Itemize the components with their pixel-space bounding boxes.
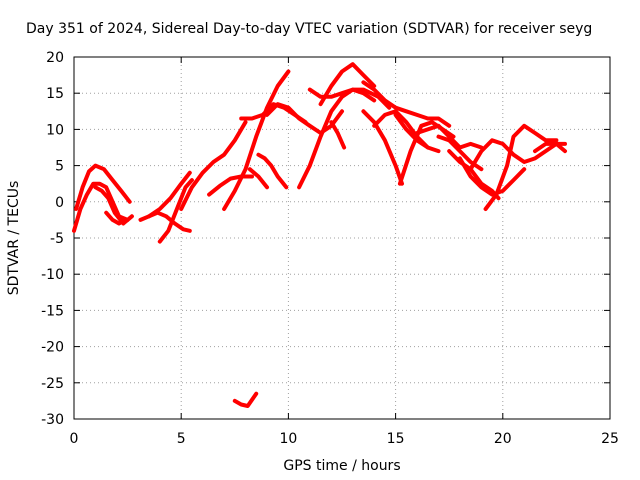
y-tick-label: -30	[41, 412, 64, 428]
x-tick-label: 5	[177, 431, 186, 447]
x-tick-label: 15	[387, 431, 405, 447]
series-traces	[72, 62, 567, 408]
y-tick-label: 15	[46, 86, 64, 102]
y-tick-label: -20	[41, 340, 64, 356]
y-tick-label: -5	[50, 231, 64, 247]
axis-ticks: 0 5 10 15 20 25 -30 -25 -20 -15 -10 -5 0 5 10 15 20	[41, 50, 619, 447]
series-arc-20	[361, 109, 404, 186]
y-tick-label: -10	[41, 267, 64, 283]
series-arc-23	[393, 112, 430, 150]
series-arc-26	[447, 149, 501, 201]
series-arc-1	[72, 181, 130, 233]
x-tick-label: 0	[70, 431, 79, 447]
series-arc-7	[147, 170, 192, 219]
series-arc-27	[468, 138, 567, 172]
series-arc-31	[232, 391, 259, 408]
series-arc-14	[265, 102, 344, 135]
series-arc-9	[207, 174, 254, 197]
series-arc-25	[457, 156, 527, 197]
y-axis-label: SDTVAR / TECUs	[6, 181, 22, 296]
series-arc-2	[74, 163, 132, 211]
series-arc-29	[415, 123, 484, 150]
x-axis-label: GPS time / hours	[283, 458, 400, 474]
series-arc-6	[157, 178, 194, 244]
y-tick-label: 10	[46, 122, 64, 138]
y-tick-label: 0	[55, 195, 64, 211]
series-arc-30	[533, 141, 567, 154]
series-arc-18	[329, 120, 347, 150]
series-arc-15	[307, 87, 377, 103]
series-arc-28	[483, 123, 559, 211]
series-arc-19	[361, 80, 452, 128]
x-tick-label: 20	[494, 431, 512, 447]
y-tick-label: -15	[41, 303, 64, 319]
series-arc-12	[256, 152, 289, 190]
series-arc-16	[318, 62, 377, 107]
chart-title: Day 351 of 2024, Sidereal Day-to-day VTE…	[26, 21, 592, 37]
series-arc-8	[179, 120, 248, 211]
x-tick-label: 25	[601, 431, 619, 447]
series-arc-17	[297, 87, 392, 190]
y-tick-label: 20	[46, 50, 64, 66]
series-arc-4	[104, 210, 128, 226]
series-arc-13	[247, 167, 269, 190]
x-tick-label: 10	[279, 431, 297, 447]
y-tick-label: 5	[55, 159, 64, 175]
y-tick-label: -25	[41, 376, 64, 392]
series-arc-10	[222, 69, 291, 211]
